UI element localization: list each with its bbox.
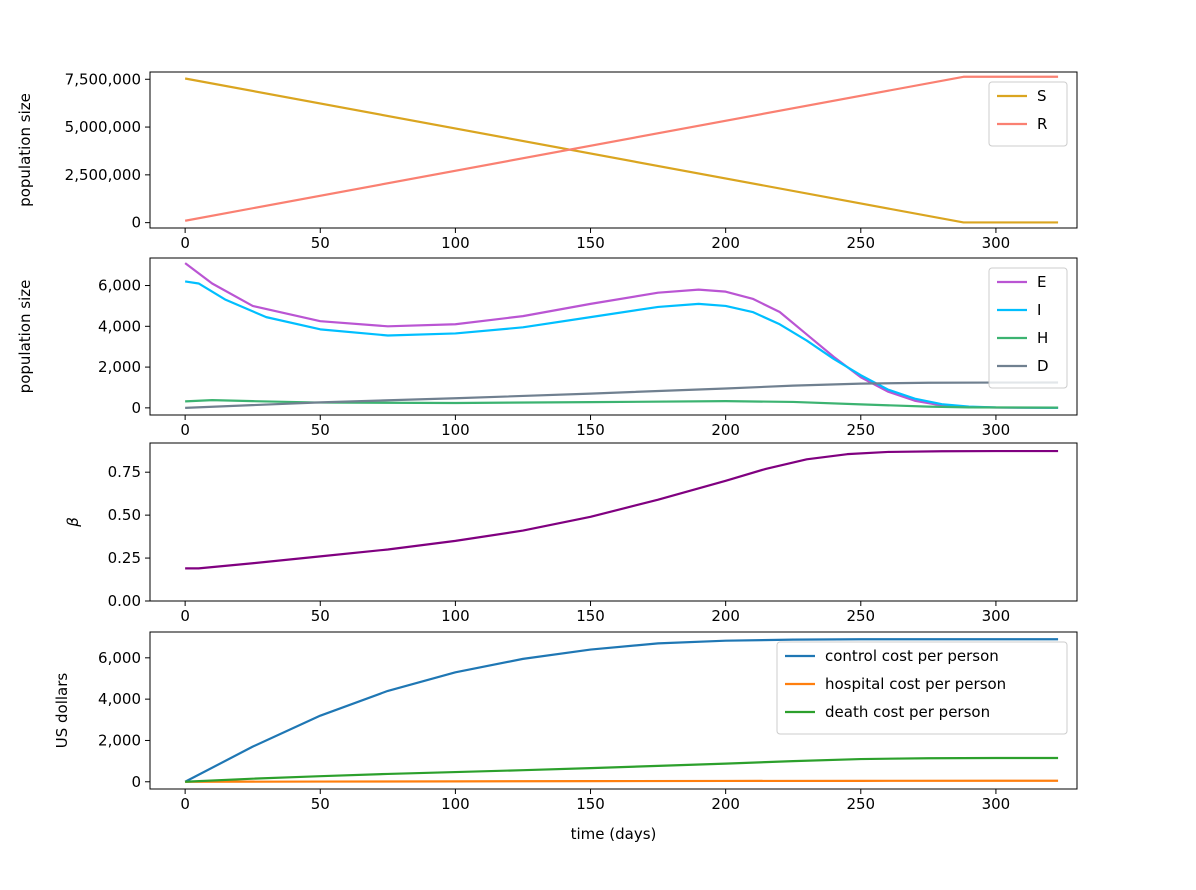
legend-label: R — [1037, 115, 1047, 133]
x-tick-label: 200 — [711, 234, 740, 252]
y-tick-label: 7,500,000 — [65, 70, 141, 88]
y-tick-label: 0.25 — [108, 549, 141, 567]
y-tick-label: 5,000,000 — [65, 118, 141, 136]
series-line-h — [185, 399, 1059, 409]
x-tick-label: 150 — [576, 234, 605, 252]
x-tick-label: 300 — [982, 421, 1011, 439]
y-tick-label: 0 — [131, 214, 141, 232]
y-tick-label: 0.75 — [108, 463, 141, 481]
axes-frame — [149, 442, 1078, 602]
x-tick-label: 100 — [441, 421, 470, 439]
x-axis-label: time (days) — [571, 825, 657, 843]
legend-label: I — [1037, 301, 1041, 319]
x-tick-label: 50 — [311, 607, 330, 625]
x-tick-label: 300 — [982, 607, 1011, 625]
series-line-control-cost-per-person — [184, 638, 1059, 783]
series-line-i — [184, 280, 1059, 409]
x-tick-label: 200 — [711, 795, 740, 813]
legend: control cost per person hospital cost per… — [776, 641, 1068, 735]
legend-label: hospital cost per person — [825, 675, 1006, 693]
x-tick-label: 250 — [846, 421, 875, 439]
y-axis-label: β — [64, 517, 82, 528]
series-line-s — [184, 77, 1059, 224]
legend-box — [988, 267, 1068, 389]
series-line-e — [184, 262, 1059, 409]
x-tick-label: 250 — [846, 234, 875, 252]
y-tick-label: 0.50 — [108, 506, 141, 524]
panel-2: 0 50 100 150 200 250 300 0 2,000 4,000 6,000 popula… — [16, 257, 1078, 439]
axes-frame — [149, 71, 1078, 229]
y-axis-label: population size — [16, 93, 34, 207]
x-tick-label: 100 — [441, 607, 470, 625]
legend-label: H — [1037, 329, 1048, 347]
y-tick-label: 6,000 — [98, 277, 141, 295]
legend: SR — [988, 81, 1068, 147]
x-tick-label: 150 — [576, 795, 605, 813]
legend-label: death cost per person — [825, 703, 990, 721]
x-tick-label: 100 — [441, 234, 470, 252]
x-tick-label: 200 — [711, 607, 740, 625]
y-tick-label: 0.00 — [108, 592, 141, 610]
y-tick-label: 0 — [131, 773, 141, 791]
x-tick-label: 300 — [982, 795, 1011, 813]
x-tick-label: 200 — [711, 421, 740, 439]
axes-frame — [149, 631, 1078, 790]
x-tick-label: 50 — [311, 795, 330, 813]
series-line-r — [184, 75, 1059, 222]
legend-label: S — [1037, 87, 1047, 105]
y-axis-label: US dollars — [53, 673, 71, 749]
x-tick-label: 50 — [311, 421, 330, 439]
panel-1: 0 50 100 150 200 250 300 0 2,500,000 5,000,000 7,5… — [16, 70, 1078, 252]
legend-label: E — [1037, 273, 1046, 291]
panel-4: 0 50 100 150 200 250 300 0 2,000 4,000 6,000 US dol… — [53, 631, 1078, 843]
y-tick-label: 0 — [131, 399, 141, 417]
x-tick-label: 150 — [576, 607, 605, 625]
axes-frame — [149, 257, 1078, 416]
x-tick-label: 150 — [576, 421, 605, 439]
y-axis-label: population size — [16, 280, 34, 394]
legend-box — [988, 81, 1068, 147]
legend-label: control cost per person — [825, 647, 999, 665]
y-tick-label: 2,500,000 — [65, 166, 141, 184]
x-tick-label: 300 — [982, 234, 1011, 252]
series-line-beta — [185, 449, 1059, 570]
x-tick-label: 250 — [846, 607, 875, 625]
legend-box — [776, 641, 1068, 735]
series-line-hospital-cost-per-person — [185, 779, 1059, 783]
panel-3: 0 50 100 150 200 250 300 0.00 0.25 0.50 0.75 β — [64, 442, 1078, 625]
series-line-death-cost-per-person — [185, 756, 1059, 783]
x-tick-label: 50 — [311, 234, 330, 252]
y-tick-label: 4,000 — [98, 317, 141, 335]
x-tick-label: 100 — [441, 795, 470, 813]
y-tick-label: 6,000 — [98, 649, 141, 667]
x-tick-label: 0 — [180, 607, 190, 625]
y-tick-label: 4,000 — [98, 690, 141, 708]
x-tick-label: 0 — [180, 421, 190, 439]
y-tick-label: 2,000 — [98, 358, 141, 376]
x-tick-label: 250 — [846, 795, 875, 813]
x-tick-label: 0 — [180, 234, 190, 252]
series-line-d — [185, 381, 1059, 409]
legend-label: D — [1037, 357, 1049, 375]
x-tick-label: 0 — [180, 795, 190, 813]
y-tick-label: 2,000 — [98, 731, 141, 749]
